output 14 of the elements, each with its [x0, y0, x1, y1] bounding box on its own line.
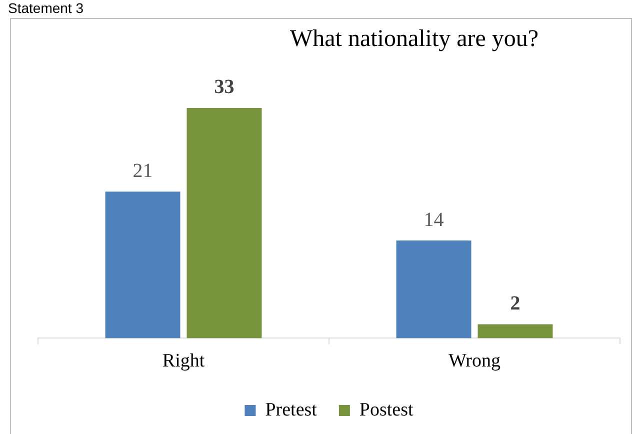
legend-label: Postest: [359, 399, 414, 420]
data-label: 14: [424, 208, 444, 231]
x-tick-label: Wrong: [448, 350, 501, 372]
x-tick-label: Right: [162, 350, 206, 372]
bar: [396, 240, 472, 338]
data-label: 2: [510, 292, 520, 314]
bar: [478, 324, 553, 338]
text: Statement 3: [8, 0, 84, 16]
data-label: 33: [214, 76, 234, 98]
legend-label: Pretest: [265, 399, 318, 420]
bar: [105, 192, 180, 338]
data-label: 21: [132, 160, 153, 182]
chart-title: What nationality are you?: [290, 26, 539, 53]
bar: [186, 108, 262, 338]
